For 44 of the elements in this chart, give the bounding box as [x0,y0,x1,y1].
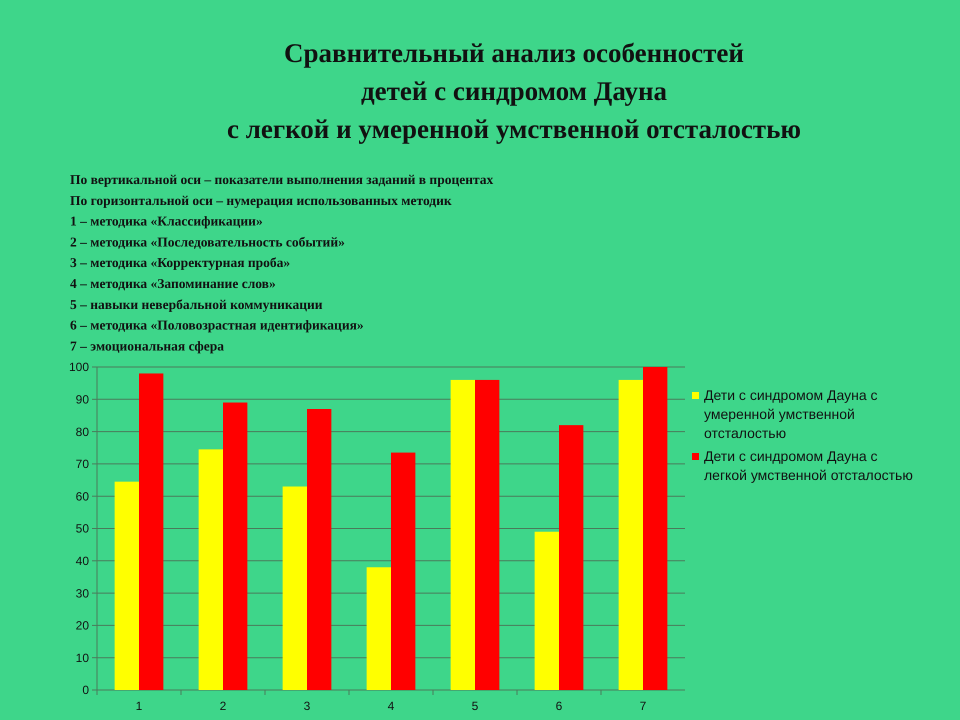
bar [534,532,559,690]
y-tick-label: 0 [82,683,90,698]
text: 5 – навыки невербальной коммуникации [70,296,323,312]
y-tick-label: 10 [76,650,90,665]
x-tick-label: 7 [640,699,647,713]
bar [114,482,139,690]
y-tick-label: 40 [76,554,90,568]
x-tick-label: 4 [388,699,395,713]
text: 4 – методика «Запоминание слов» [70,276,276,291]
bar [643,367,668,690]
bar [450,380,475,690]
bar [475,380,500,690]
y-tick-label: 80 [76,424,90,439]
bar [391,452,416,690]
bar [282,486,307,690]
bar [223,402,248,690]
bar [307,408,332,690]
x-tick-label: 6 [556,699,563,713]
y-tick-label: 100 [68,360,90,374]
y-tick-label: 30 [76,586,90,600]
x-tick-label: 1 [136,699,143,713]
y-tick-label: 90 [76,392,90,406]
text: 3 – методика «Корректурная проба» [70,255,290,270]
legend-label: Дети с синдромом Дауна с умеренной умственной отсталостью [704,387,878,441]
x-tick-label: 5 [472,699,479,713]
x-tick-label: 3 [304,699,311,713]
y-tick-label: 50 [76,522,90,536]
chart-title: Сравнительный анализ особенностей детей с синдромом Дауна с легкой и умеренной умственной отсталостью [226,38,802,144]
text: 6 – методика «Половозрастная идентификация» [70,318,364,333]
bar [139,373,164,690]
legend-label: Дети с синдромом Дауна с легкой умственной отсталостью [704,448,913,483]
text: 2 – методика «Последовательность событий» [70,234,346,250]
text: По горизонтальной оси – нумерация использованных методик [70,192,452,208]
y-tick-label: 70 [76,457,90,472]
bar [198,449,223,690]
text: 1 – методика «Классификации» [70,214,263,229]
text: 7 – эмоциональная сфера [70,338,224,354]
y-tick-label: 20 [76,618,90,633]
text: По вертикальной оси – показатели выполнения заданий в процентах [70,172,494,187]
y-tick-label: 60 [76,489,90,504]
x-tick-label: 2 [220,699,227,713]
bar [618,380,643,690]
bar [366,567,391,690]
bar [559,425,584,690]
